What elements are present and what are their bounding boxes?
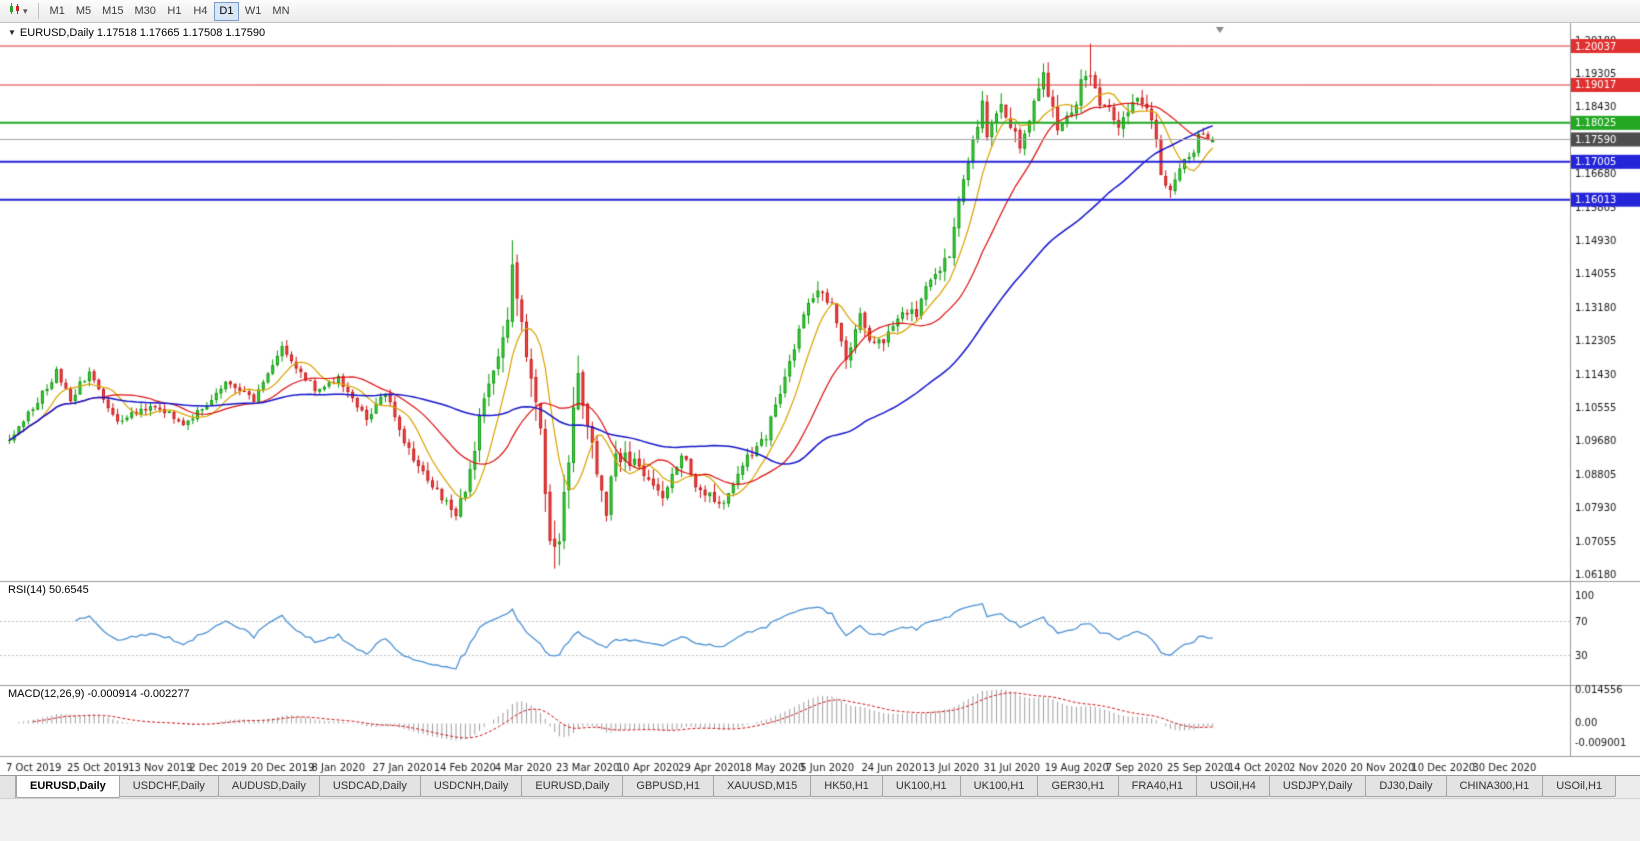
chart-tab-eurusd-daily[interactable]: EURUSD,Daily xyxy=(521,776,624,797)
macd-indicator-label: MACD(12,26,9) -0.000914 -0.002277 xyxy=(8,688,190,700)
tabbar-left-gutter xyxy=(0,776,16,798)
chart-tab-hk50-h1[interactable]: HK50,H1 xyxy=(810,776,883,797)
chart-tab-fra40-h1[interactable]: FRA40,H1 xyxy=(1117,776,1197,797)
chart-tab-ger30-h1[interactable]: GER30,H1 xyxy=(1037,776,1119,797)
chart-tab-usdjpy-daily[interactable]: USDJPY,Daily xyxy=(1268,776,1367,797)
timeframe-button-m30[interactable]: M30 xyxy=(134,5,156,17)
rsi-indicator-label: RSI(14) 50.6545 xyxy=(8,584,89,596)
chart-tab-uk100-h1[interactable]: UK100,H1 xyxy=(881,776,961,797)
chart-title-ohlc: ▼ EURUSD,Daily 1.17518 1.17665 1.17508 1.… xyxy=(8,27,266,39)
timeframe-button-m15[interactable]: M15 xyxy=(102,5,124,17)
timeframe-buttons-group: M1 M5 M15 M30 H1 H4 D1 W1 MN xyxy=(45,1,296,21)
chart-tab-usdcad-daily[interactable]: USDCAD,Daily xyxy=(318,776,421,797)
chart-tab-gbpusd-h1[interactable]: GBPUSD,H1 xyxy=(622,776,714,797)
timeframe-button-h4[interactable]: H4 xyxy=(193,5,208,17)
chart-window: ▼ EURUSD,Daily 1.17518 1.17665 1.17508 1.… xyxy=(0,23,1640,775)
timeframe-button-m1[interactable]: M1 xyxy=(49,5,65,17)
timeframe-button-mn[interactable]: MN xyxy=(272,5,290,17)
chart-tab-eurusd-daily[interactable]: EURUSD,Daily xyxy=(16,776,120,798)
timeframe-button-h1[interactable]: H1 xyxy=(167,5,182,17)
chart-tab-china300-h1[interactable]: CHINA300,H1 xyxy=(1445,776,1544,797)
chart-tabbar: EURUSD,Daily USDCHF,Daily AUDUSD,Daily USDC… xyxy=(0,775,1640,798)
chart-tab-usdchf-daily[interactable]: USDCHF,Daily xyxy=(118,776,219,797)
chart-tab-audusd-daily[interactable]: AUDUSD,Daily xyxy=(217,776,320,797)
timeframe-button-w1[interactable]: W1 xyxy=(244,5,262,17)
timeframe-button-d1[interactable]: D1 xyxy=(213,1,239,21)
price-chart-canvas[interactable] xyxy=(0,23,1640,775)
chart-tab-usoil-h4[interactable]: USOil,H4 xyxy=(1196,776,1270,797)
chart-tab-dj30-daily[interactable]: DJ30,Daily xyxy=(1365,776,1447,797)
chart-tab-xauusd-m15[interactable]: XAUUSD,M15 xyxy=(712,776,812,797)
toolbar-separator xyxy=(37,3,39,19)
timeframe-button-m5[interactable]: M5 xyxy=(75,5,92,17)
chart-type-button[interactable]: ▾ xyxy=(4,2,32,21)
chart-tab-usdcnh-daily[interactable]: USDCNH,Daily xyxy=(419,776,523,797)
chart-tab-uk100-h1[interactable]: UK100,H1 xyxy=(959,776,1039,797)
status-strip xyxy=(0,798,1640,841)
chart-marker-icon: ▼ xyxy=(8,28,16,37)
timeframe-toolbar: ▾ M1 M5 M15 M30 H1 H4 D1 W1 MN xyxy=(0,0,1640,23)
chart-tab-usoil-h1[interactable]: USOil,H1 xyxy=(1542,776,1617,797)
dropdown-caret-icon: ▾ xyxy=(23,5,28,16)
candlestick-chart-icon xyxy=(8,2,22,21)
